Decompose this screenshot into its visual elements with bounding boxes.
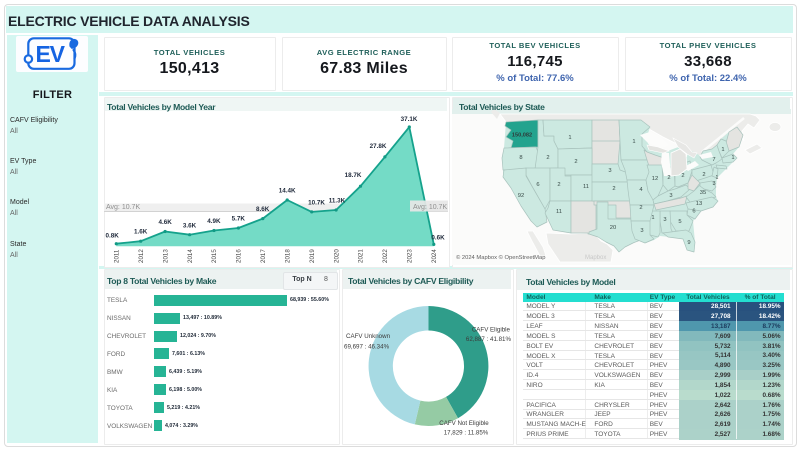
svg-text:1.6K: 1.6K	[134, 228, 148, 235]
svg-text:6: 6	[536, 182, 539, 188]
svg-text:2: 2	[612, 186, 615, 192]
svg-text:2022: 2022	[382, 249, 389, 263]
svg-text:35: 35	[700, 190, 706, 196]
svg-text:Mapbox: Mapbox	[585, 255, 606, 261]
svg-text:2021: 2021	[358, 249, 365, 263]
svg-text:13: 13	[696, 201, 702, 207]
svg-text:2: 2	[574, 159, 577, 165]
svg-text:2023: 2023	[407, 249, 414, 263]
svg-text:CAFV Unknown: CAFV Unknown	[346, 333, 391, 340]
svg-text:2015: 2015	[211, 249, 218, 263]
svg-text:2017: 2017	[260, 249, 267, 263]
svg-text:8: 8	[519, 155, 522, 161]
svg-text:8.6K: 8.6K	[256, 206, 270, 213]
svg-text:4.6K: 4.6K	[158, 219, 172, 226]
svg-text:4.9K: 4.9K	[207, 218, 221, 225]
svg-text:0.6K: 0.6K	[431, 235, 445, 242]
svg-text:Avg: 10.7K: Avg: 10.7K	[413, 204, 447, 211]
svg-text:3: 3	[608, 168, 611, 174]
svg-text:1: 1	[568, 135, 571, 141]
svg-text:1: 1	[651, 215, 654, 221]
svg-text:3: 3	[669, 193, 672, 199]
svg-text:37.1K: 37.1K	[401, 116, 418, 123]
svg-text:2: 2	[546, 155, 549, 161]
svg-text:92: 92	[518, 193, 524, 199]
svg-text:2011: 2011	[114, 249, 121, 263]
svg-text:2: 2	[702, 172, 705, 178]
svg-text:10.7K: 10.7K	[308, 199, 325, 206]
svg-text:5: 5	[678, 219, 681, 225]
svg-text:2019: 2019	[309, 249, 316, 263]
svg-text:1: 1	[721, 147, 724, 153]
svg-text:18.7K: 18.7K	[345, 172, 362, 179]
svg-text:27.8K: 27.8K	[370, 143, 387, 150]
svg-text:2018: 2018	[284, 249, 291, 263]
svg-text:11.3K: 11.3K	[329, 197, 346, 204]
svg-text:2: 2	[681, 173, 684, 179]
svg-text:3: 3	[712, 181, 715, 187]
svg-text:Avg: 10.7K: Avg: 10.7K	[106, 204, 140, 211]
svg-text:4: 4	[639, 187, 643, 193]
svg-text:EV: EV	[36, 41, 66, 67]
svg-text:© 2024 Mapbox © OpenStreetMap: © 2024 Mapbox © OpenStreetMap	[456, 254, 545, 261]
svg-text:11: 11	[583, 184, 589, 190]
svg-text:11: 11	[556, 209, 562, 215]
svg-text:17,829 : 11.85%: 17,829 : 11.85%	[444, 430, 489, 437]
svg-text:0.8K: 0.8K	[106, 233, 120, 240]
svg-text:12: 12	[652, 176, 658, 182]
svg-text:2: 2	[557, 182, 560, 188]
svg-text:2020: 2020	[333, 249, 340, 263]
svg-text:2014: 2014	[187, 249, 194, 263]
svg-text:150,082: 150,082	[512, 133, 532, 139]
svg-text:3: 3	[640, 228, 643, 234]
svg-text:6: 6	[692, 209, 695, 215]
svg-text:7: 7	[712, 157, 715, 163]
svg-text:2024: 2024	[431, 249, 438, 263]
svg-text:CAFV Eligible: CAFV Eligible	[472, 327, 511, 334]
svg-text:5.7K: 5.7K	[232, 215, 246, 222]
svg-text:14.4K: 14.4K	[279, 187, 296, 194]
svg-text:9: 9	[687, 240, 690, 246]
svg-text:1: 1	[731, 155, 734, 161]
svg-text:2: 2	[667, 175, 670, 181]
svg-text:CAFV Not Eligible: CAFV Not Eligible	[439, 420, 489, 427]
svg-text:69,697 : 46.34%: 69,697 : 46.34%	[344, 344, 390, 351]
svg-text:20: 20	[610, 225, 616, 231]
svg-text:1: 1	[716, 175, 719, 181]
svg-text:2016: 2016	[236, 249, 243, 263]
svg-text:2: 2	[639, 205, 642, 211]
svg-text:62,887 : 41.81%: 62,887 : 41.81%	[466, 336, 512, 343]
svg-text:3: 3	[663, 217, 666, 223]
svg-text:1: 1	[632, 139, 635, 145]
svg-text:2012: 2012	[138, 249, 145, 263]
svg-text:3.6K: 3.6K	[183, 222, 197, 229]
svg-text:2013: 2013	[162, 249, 169, 263]
